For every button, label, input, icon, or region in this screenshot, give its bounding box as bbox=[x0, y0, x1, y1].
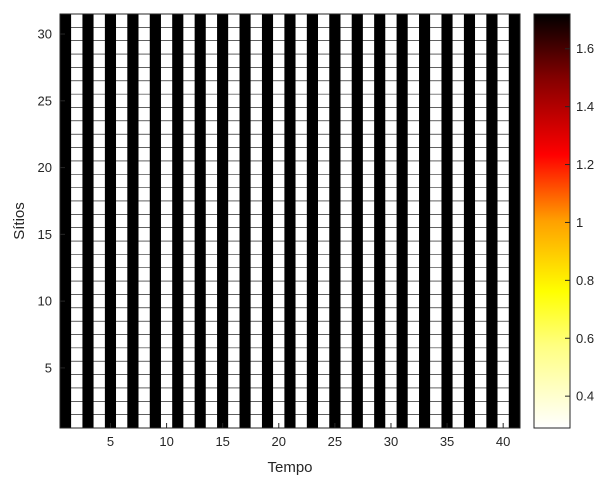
heatmap-column bbox=[228, 14, 240, 428]
heatmap-column bbox=[239, 14, 251, 428]
heatmap-column bbox=[71, 14, 83, 428]
x-tick-label: 35 bbox=[440, 434, 454, 449]
heatmap-column bbox=[486, 14, 498, 428]
heatmap-column bbox=[172, 14, 184, 428]
heatmap-column bbox=[205, 14, 218, 428]
heatmap-column bbox=[217, 14, 229, 428]
heatmap-column bbox=[250, 14, 262, 428]
heatmap-column bbox=[93, 14, 105, 428]
heatmap-column bbox=[160, 14, 173, 428]
cell-row-lines bbox=[60, 27, 520, 415]
heatmap-column bbox=[306, 14, 319, 428]
colorbar: 0.4 0.6 0.8 1 1.2 1.4 1.6 bbox=[533, 13, 594, 429]
x-tick-label: 40 bbox=[496, 434, 510, 449]
colorbar-tick-label: 0.4 bbox=[576, 389, 594, 404]
y-axis: 5 10 15 20 25 30 bbox=[38, 27, 65, 375]
colorbar-tick-label: 1.2 bbox=[576, 157, 594, 172]
y-tick-label: 25 bbox=[38, 93, 52, 108]
heatmap-column bbox=[194, 14, 206, 428]
heatmap-column bbox=[138, 14, 150, 428]
heatmap-column bbox=[261, 14, 274, 428]
x-tick-label: 5 bbox=[107, 434, 114, 449]
y-axis-label: Sítios bbox=[11, 202, 28, 240]
x-tick-label: 30 bbox=[384, 434, 398, 449]
heatmap-column bbox=[497, 14, 509, 428]
heatmap-cells bbox=[60, 14, 520, 428]
x-tick-label: 25 bbox=[328, 434, 342, 449]
heatmap-column bbox=[60, 14, 72, 428]
y-tick-label: 15 bbox=[38, 227, 52, 242]
heatmap-column bbox=[475, 14, 487, 428]
heatmap-column bbox=[82, 14, 94, 428]
heatmap-column bbox=[362, 14, 375, 428]
x-tick-label: 20 bbox=[272, 434, 286, 449]
heatmap-column bbox=[318, 14, 330, 428]
colorbar-tick-label: 1.4 bbox=[576, 99, 594, 114]
colorbar-tick-label: 0.8 bbox=[576, 273, 594, 288]
colorbar-tick-label: 0.6 bbox=[576, 331, 594, 346]
x-axis-label: Tempo bbox=[267, 459, 312, 476]
heatmap-column bbox=[430, 14, 442, 428]
x-tick-label: 15 bbox=[215, 434, 229, 449]
heatmap-column bbox=[441, 14, 453, 428]
y-tick-label: 5 bbox=[45, 360, 52, 375]
y-tick-label: 10 bbox=[38, 294, 52, 309]
heatmap-column bbox=[284, 14, 296, 428]
x-tick-label: 10 bbox=[159, 434, 173, 449]
colorbar-ticks: 0.4 0.6 0.8 1 1.2 1.4 1.6 bbox=[565, 41, 594, 404]
heatmap-column bbox=[295, 14, 307, 428]
heatmap-column bbox=[452, 14, 464, 428]
heatmap-column bbox=[351, 14, 363, 428]
colorbar-gradient bbox=[533, 13, 571, 429]
heatmap-column bbox=[419, 14, 431, 428]
colorbar-tick-label: 1.6 bbox=[576, 41, 594, 56]
heatmap-column bbox=[407, 14, 420, 428]
heatmap-column bbox=[396, 14, 408, 428]
heatmap-column bbox=[183, 14, 195, 428]
heatmap-column bbox=[127, 14, 139, 428]
x-axis: 5 10 15 20 25 30 35 40 bbox=[107, 423, 510, 449]
heatmap-column bbox=[463, 14, 476, 428]
colorbar-tick-label: 1 bbox=[576, 215, 583, 230]
heatmap-column bbox=[340, 14, 352, 428]
heatmap-column bbox=[374, 14, 386, 428]
heatmap-column bbox=[116, 14, 128, 428]
heatmap-column bbox=[385, 14, 397, 428]
heatmap-column bbox=[104, 14, 117, 428]
heatmap-column bbox=[149, 14, 161, 428]
y-tick-label: 30 bbox=[38, 27, 52, 42]
plot-area bbox=[59, 13, 521, 429]
y-tick-label: 20 bbox=[38, 160, 52, 175]
heatmap-column bbox=[273, 14, 285, 428]
heatmap-column bbox=[508, 14, 520, 428]
plot-frame bbox=[59, 13, 521, 429]
heatmap-column bbox=[329, 14, 341, 428]
